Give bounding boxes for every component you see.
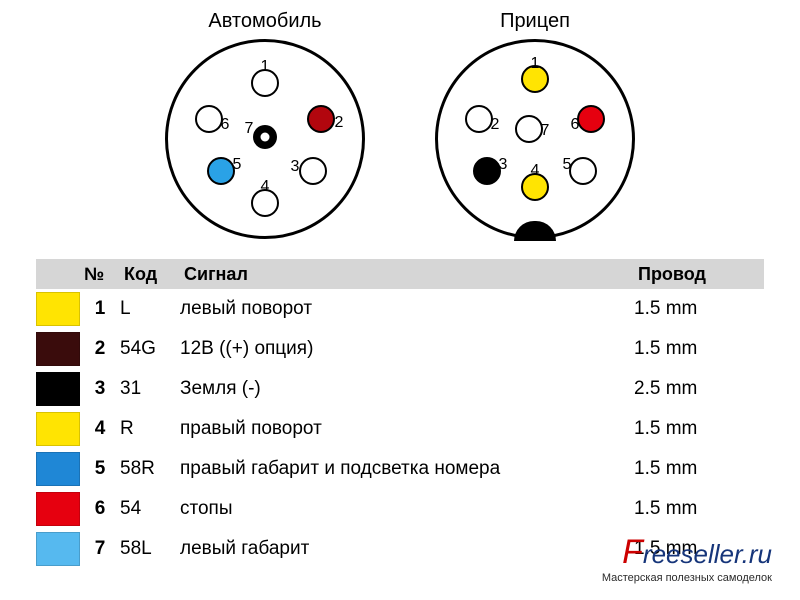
pin-label-5: 5: [233, 156, 242, 174]
table-row: 254G12B ((+) опция)1.5 mm: [36, 329, 764, 369]
watermark-rest: reeseller.ru: [643, 539, 772, 569]
connector-car-svg: 1 2 3 4 5 67: [165, 39, 365, 239]
header-signal: Сигнал: [180, 262, 634, 287]
color-swatch: [36, 412, 80, 446]
pin-label-2: 2: [491, 116, 500, 134]
color-swatch: [36, 452, 80, 486]
watermark-sub: Мастерская полезных самоделок: [602, 572, 772, 584]
cell-num: 6: [80, 498, 120, 520]
pin-2: [465, 105, 493, 133]
cell-wire: 1.5 mm: [634, 418, 764, 440]
connector-car: Автомобиль 1 2 3 4 5 67: [165, 10, 365, 239]
cell-num: 1: [80, 298, 120, 320]
pin-label-1: 1: [531, 55, 540, 73]
cell-signal: правый поворот: [180, 418, 634, 440]
header-num: №: [80, 262, 120, 287]
pin-label-7: 7: [541, 122, 550, 140]
cell-wire: 2.5 mm: [634, 378, 764, 400]
color-swatch: [36, 332, 80, 366]
pin-2: [307, 105, 335, 133]
table-row: 331Земля (-)2.5 mm: [36, 369, 764, 409]
table-row: 1Lлевый поворот1.5 mm: [36, 289, 764, 329]
cell-code: 58R: [120, 458, 180, 480]
table-row: 558Rправый габарит и подсветка номера1.5…: [36, 449, 764, 489]
color-swatch: [36, 372, 80, 406]
pin-label-1: 1: [261, 58, 270, 76]
pin-5: [569, 157, 597, 185]
pin-label-6: 6: [221, 116, 230, 134]
pin-3: [299, 157, 327, 185]
connector-car-title: Автомобиль: [208, 10, 321, 33]
cell-signal: левый поворот: [180, 298, 634, 320]
cell-wire: 1.5 mm: [634, 498, 764, 520]
pin-label-3: 3: [499, 156, 508, 174]
cell-code: 31: [120, 378, 180, 400]
table-row: 4Rправый поворот1.5 mm: [36, 409, 764, 449]
cell-code: 54G: [120, 338, 180, 360]
connector-trailer-svg: 1 2 3 4 5 6 7: [435, 39, 635, 239]
watermark-logo: Freeseller.ru: [602, 533, 772, 572]
pin-label-3: 3: [291, 158, 300, 176]
watermark: Freeseller.ru Мастерская полезных самоде…: [602, 533, 772, 584]
table-row: 654стопы1.5 mm: [36, 489, 764, 529]
connector-diagrams: Автомобиль 1234567 Прицеп 1234567: [0, 0, 800, 239]
pin-label-4: 4: [531, 162, 540, 180]
cell-num: 4: [80, 418, 120, 440]
cell-wire: 1.5 mm: [634, 458, 764, 480]
pin-7: [253, 125, 277, 149]
color-swatch: [36, 532, 80, 566]
cell-signal: 12B ((+) опция): [180, 338, 634, 360]
cell-code: 54: [120, 498, 180, 520]
cell-num: 5: [80, 458, 120, 480]
pin-3: [473, 157, 501, 185]
cell-signal: Земля (-): [180, 378, 634, 400]
color-swatch: [36, 492, 80, 526]
cell-num: 2: [80, 338, 120, 360]
pin-6: [577, 105, 605, 133]
pin-label-4: 4: [261, 178, 270, 196]
cell-signal: правый габарит и подсветка номера: [180, 458, 634, 480]
connector-trailer-title: Прицеп: [500, 10, 570, 33]
cell-code: 58L: [120, 538, 180, 560]
cell-code: R: [120, 418, 180, 440]
cell-signal: левый габарит: [180, 538, 634, 560]
table-header: № Код Сигнал Провод: [36, 259, 764, 289]
cell-signal: стопы: [180, 498, 634, 520]
connector-trailer: Прицеп 1 2 3 4 5 6 7: [435, 10, 635, 239]
cell-wire: 1.5 mm: [634, 338, 764, 360]
pin-7: [515, 115, 543, 143]
cell-wire: 1.5 mm: [634, 298, 764, 320]
table-body: 1Lлевый поворот1.5 mm254G12B ((+) опция)…: [36, 289, 764, 569]
pin-label-6: 6: [571, 116, 580, 134]
pin-6: [195, 105, 223, 133]
cell-code: L: [120, 298, 180, 320]
header-wire: Провод: [634, 262, 764, 287]
header-code: Код: [120, 262, 180, 287]
watermark-f: F: [622, 533, 643, 571]
pin-5: [207, 157, 235, 185]
pin-label-7: 7: [245, 120, 254, 138]
pin-label-2: 2: [335, 114, 344, 132]
cell-num: 7: [80, 538, 120, 560]
pin-label-5: 5: [563, 156, 572, 174]
pinout-table: № Код Сигнал Провод 1Lлевый поворот1.5 m…: [36, 259, 764, 569]
color-swatch: [36, 292, 80, 326]
cell-num: 3: [80, 378, 120, 400]
